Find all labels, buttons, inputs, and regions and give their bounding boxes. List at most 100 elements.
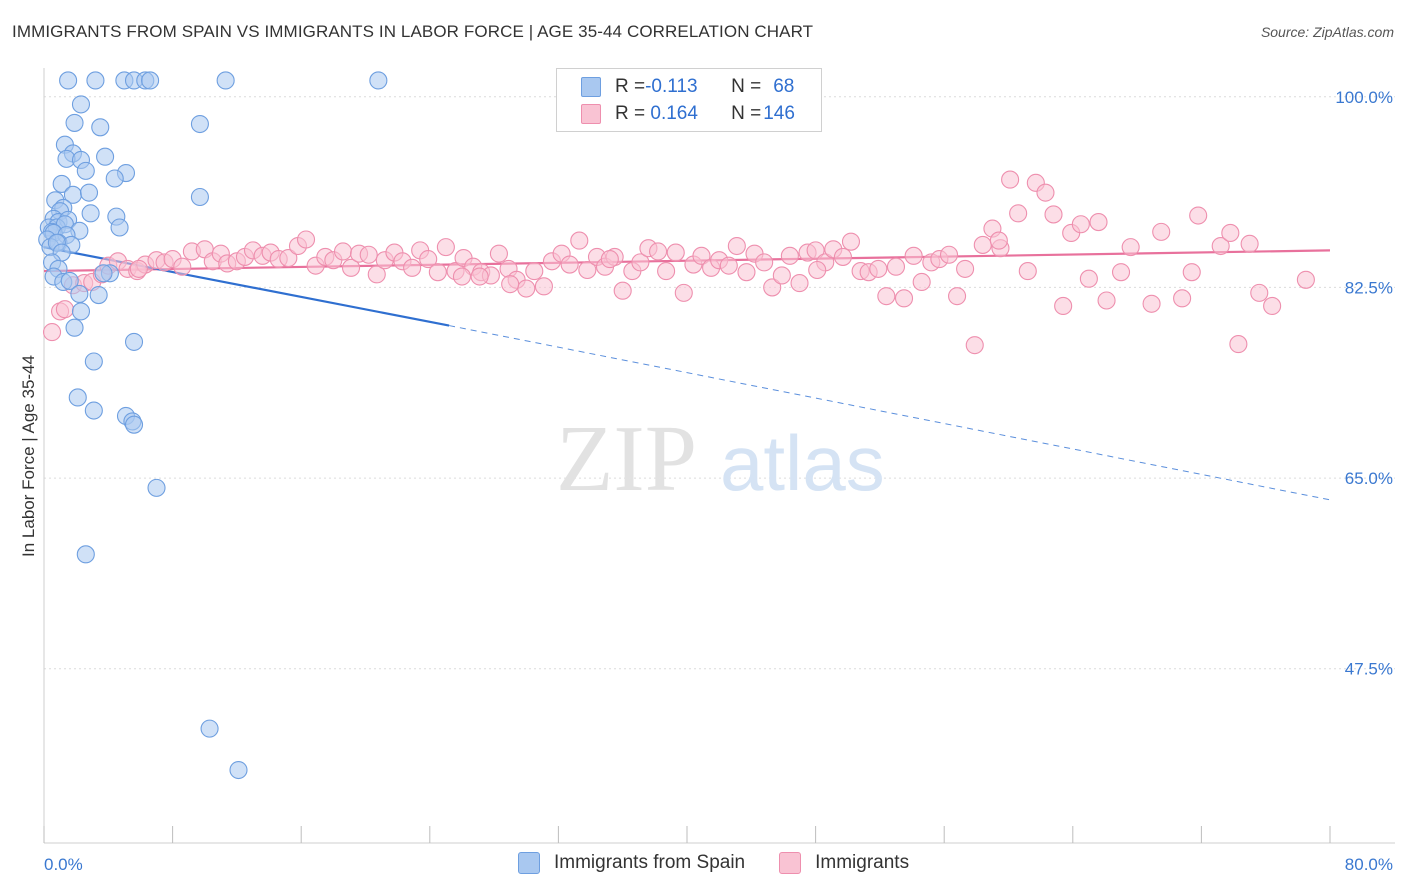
data-point — [763, 278, 782, 297]
correlation-legend: R = -0.113 N = 68 R = 0.164 N = 146 — [556, 68, 822, 132]
legend-swatch-spain — [581, 77, 601, 97]
legend-row-immigrants: R = 0.164 N = 146 — [581, 102, 795, 126]
data-point — [403, 258, 422, 277]
data-point — [79, 183, 99, 202]
data-point — [727, 236, 746, 256]
legend-r-value: -0.113 — [645, 76, 698, 97]
data-point — [200, 719, 219, 738]
data-point — [84, 401, 103, 420]
data-point — [86, 71, 105, 90]
data-point — [772, 266, 791, 285]
data-point — [1296, 270, 1315, 289]
data-point — [1018, 262, 1037, 281]
data-point — [65, 318, 84, 337]
data-point — [719, 256, 738, 275]
data-point — [755, 253, 774, 272]
data-point — [279, 248, 298, 268]
data-point — [501, 275, 520, 294]
data-point — [965, 336, 984, 355]
series-label-immigrants: Immigrants — [815, 852, 910, 873]
data-point — [600, 250, 619, 269]
data-point — [1009, 204, 1028, 223]
axes — [43, 68, 1395, 844]
data-point — [489, 244, 508, 263]
legend-r-label: R = — [615, 76, 646, 97]
watermark-zip: ZIP — [556, 407, 697, 511]
series-swatch-immigrants — [779, 852, 802, 874]
data-point — [91, 118, 110, 137]
data-point — [55, 300, 74, 319]
data-point — [973, 235, 992, 254]
data-point — [70, 284, 89, 304]
data-point — [1142, 294, 1161, 313]
series-label-spain: Immigrants from Spain — [554, 852, 746, 873]
data-point — [1089, 213, 1108, 232]
data-points — [38, 71, 1315, 780]
data-point — [359, 245, 378, 264]
data-point — [948, 287, 967, 306]
data-point — [613, 281, 632, 300]
legend-r-value: 0.164 — [645, 103, 698, 124]
y-tick-label: 82.5% — [1345, 278, 1393, 297]
data-point — [71, 302, 91, 321]
data-point — [341, 258, 361, 277]
data-point — [105, 169, 124, 188]
data-point — [96, 147, 115, 166]
y-tick-label: 47.5% — [1345, 660, 1393, 679]
legend-n-label: N = — [731, 103, 762, 124]
data-point — [216, 71, 235, 90]
data-point — [470, 267, 489, 286]
data-point — [452, 267, 472, 286]
data-point — [84, 352, 103, 371]
data-point — [1189, 206, 1208, 225]
data-point — [141, 71, 160, 90]
data-point — [369, 71, 388, 90]
data-point — [808, 260, 827, 280]
source-credit: Source: ZipAtlas.com — [1260, 24, 1394, 40]
data-point — [790, 274, 809, 293]
series-legend: Immigrants from Spain Immigrants — [518, 852, 943, 874]
data-point — [190, 114, 209, 134]
data-point — [666, 243, 685, 262]
series-legend-spain[interactable]: Immigrants from Spain — [518, 852, 745, 874]
data-point — [419, 250, 438, 269]
data-point — [525, 262, 544, 281]
data-point — [173, 257, 192, 276]
legend-r-label: R = — [615, 103, 646, 124]
legend-row-spain: R = -0.113 N = 68 — [581, 75, 794, 99]
data-point — [76, 545, 95, 564]
data-point — [68, 388, 87, 407]
data-point — [1250, 283, 1269, 302]
data-point — [76, 161, 95, 180]
data-point — [1152, 222, 1171, 241]
data-point — [428, 263, 447, 282]
data-point — [59, 71, 78, 90]
series-legend-immigrants[interactable]: Immigrants — [779, 852, 909, 874]
data-point — [71, 95, 91, 114]
data-point — [806, 241, 825, 260]
data-point — [367, 265, 386, 284]
data-point — [1054, 296, 1073, 315]
data-point — [89, 286, 108, 305]
y-axis-label: In Labor Force | Age 35-44 — [19, 355, 38, 557]
data-point — [147, 478, 166, 497]
grid-lines — [44, 96, 1395, 670]
data-point — [129, 259, 148, 278]
data-point — [674, 283, 693, 302]
legend-n-value: 68 — [773, 76, 795, 97]
data-point — [833, 247, 852, 266]
data-point — [657, 262, 676, 281]
data-point — [1121, 238, 1140, 257]
y-tick-label: 100.0% — [1335, 88, 1393, 107]
data-point — [1036, 183, 1055, 202]
data-point — [737, 263, 756, 282]
legend-n-value: 146 — [763, 103, 795, 124]
data-point — [570, 231, 589, 250]
data-point — [692, 246, 711, 265]
watermark-atlas: atlas — [720, 419, 885, 507]
data-point — [1173, 289, 1192, 308]
data-point — [296, 230, 316, 249]
series-swatch-spain — [518, 852, 540, 874]
data-point — [436, 238, 455, 257]
